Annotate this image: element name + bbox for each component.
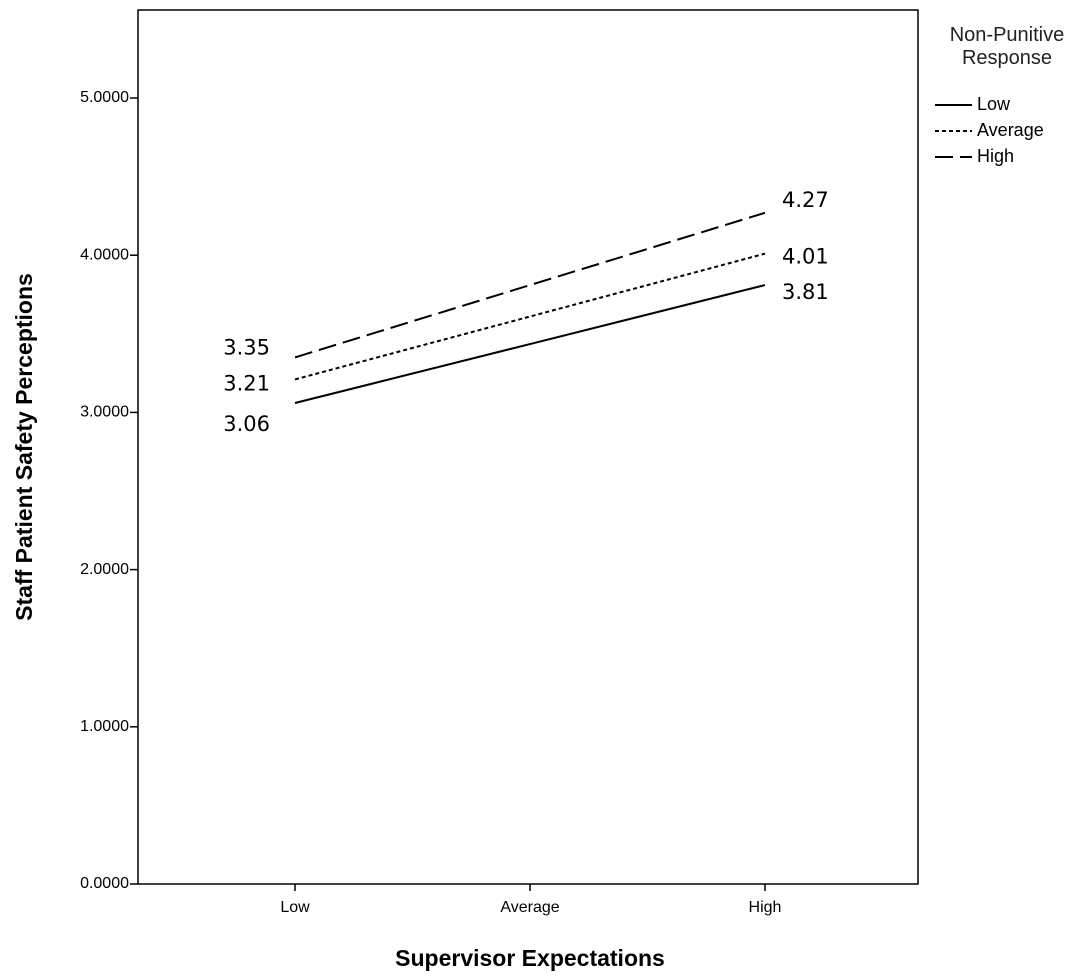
data-label: 4.27 [782,188,829,212]
data-label: 4.01 [782,245,829,269]
y-tick-label: 2.0000 [80,561,129,578]
series-line [294,284,766,404]
legend-title: Non-Punitive Response [949,24,1065,69]
data-label: 3.35 [223,335,270,359]
legend-label: High [977,146,1014,166]
data-label: 3.81 [782,280,829,304]
legend-label: Low [977,94,1011,114]
x-tick-label: High [749,899,782,916]
y-tick-label: 5.0000 [80,89,129,106]
y-tick-label: 4.0000 [80,246,129,263]
y-tick-label: 0.0000 [80,875,129,892]
series-line [294,211,766,359]
x-tick-label: Low [280,899,310,916]
data-label: 3.21 [223,371,270,395]
y-tick-label: 3.0000 [80,404,129,421]
y-tick-label: 1.0000 [80,718,129,735]
plot-frame [137,9,919,885]
data-label: 3.06 [223,412,270,436]
legend-label: Average [977,120,1044,140]
x-tick-label: Average [500,899,559,916]
y-axis-title: Staff Patient Safety Perceptions [11,273,37,621]
series-line [294,252,766,381]
x-axis-title: Supervisor Expectations [395,945,665,971]
